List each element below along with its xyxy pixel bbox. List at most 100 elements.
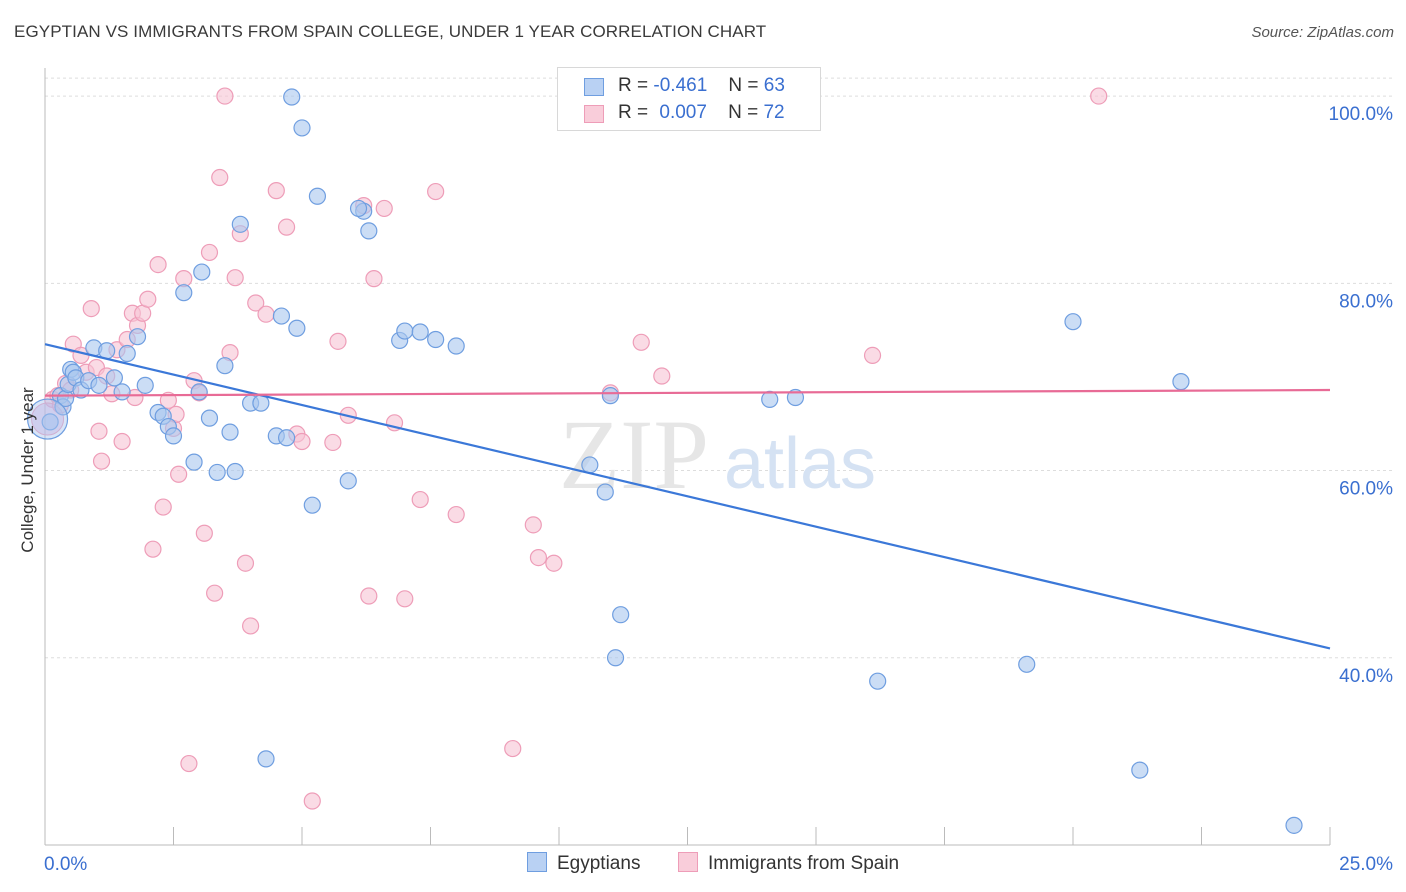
data-point-blue	[231, 215, 249, 233]
data-point-pink	[375, 199, 393, 218]
data-point-pink	[257, 305, 275, 323]
data-point-blue	[606, 649, 625, 667]
data-point-blue	[1285, 816, 1303, 834]
data-point-pink	[113, 432, 131, 451]
data-point-pink	[863, 346, 882, 364]
bottom-legend-spain: Immigrants from Spain	[678, 852, 899, 875]
data-point-blue	[1131, 761, 1149, 779]
data-point-pink	[365, 270, 383, 288]
data-point-pink	[293, 432, 311, 451]
watermark: ZIP atlas	[559, 399, 876, 510]
data-point-blue	[596, 483, 614, 501]
data-point-blue	[786, 388, 805, 407]
data-point-pink	[427, 182, 445, 201]
y-tick-labels: 100.0% 80.0% 60.0% 40.0%	[1329, 104, 1394, 687]
data-point-pink	[277, 218, 296, 236]
bottom-legend-label: Egyptians	[557, 853, 641, 874]
bottom-legend-label: Immigrants from Spain	[708, 853, 900, 874]
data-point-blue	[113, 383, 131, 401]
data-point-blue	[1172, 373, 1190, 391]
data-point-blue	[411, 323, 429, 341]
data-point-pink	[211, 168, 229, 187]
data-point-pink	[154, 498, 172, 516]
data-point-blue	[283, 88, 301, 106]
data-point-pink	[1090, 87, 1108, 105]
data-point-blue	[208, 463, 226, 482]
data-point-blue	[200, 409, 219, 427]
correlation-legend: R = -0.461 N = 63 R = 0.007 N = 72	[557, 67, 821, 131]
data-point-pink	[159, 391, 177, 409]
data-point-blue	[1018, 655, 1036, 673]
data-point-blue	[128, 328, 147, 346]
data-point-blue	[272, 307, 291, 325]
data-point-blue	[303, 496, 321, 514]
data-point-blue	[185, 453, 203, 471]
watermark-zip: ZIP	[559, 399, 709, 510]
data-point-pink	[396, 590, 414, 608]
data-point-blue	[221, 423, 239, 441]
data-point-blue	[136, 376, 154, 394]
data-point-blue	[190, 383, 208, 401]
x-tick-label: 0.0%	[44, 854, 87, 875]
data-point-pink	[504, 739, 522, 758]
data-point-pink	[524, 516, 542, 534]
data-point-pink	[545, 554, 563, 572]
data-point-blue	[581, 456, 599, 474]
data-point-blue	[601, 387, 620, 405]
watermark-atlas: atlas	[724, 424, 876, 504]
source-label: Source: ZipAtlas.com	[1251, 24, 1394, 41]
data-point-blue	[869, 672, 887, 690]
data-point-blue	[175, 284, 193, 302]
data-point-pink	[206, 584, 224, 602]
y-axis-label: College, Under 1 year	[18, 387, 37, 553]
data-point-blue	[41, 413, 59, 431]
data-point-pink	[200, 243, 219, 262]
data-point-pink	[226, 269, 244, 287]
data-point-pink	[242, 617, 260, 635]
x-tick-labels: 0.0% 25.0%	[44, 854, 1393, 875]
y-tick-label: 80.0%	[1339, 291, 1393, 312]
data-point-pink	[180, 754, 198, 773]
data-point-blue	[288, 319, 306, 337]
data-point-blue	[1064, 313, 1082, 331]
y-tick-label: 40.0%	[1339, 666, 1393, 687]
legend-r-label: R =	[618, 102, 649, 123]
data-point-pink	[236, 554, 255, 572]
trend-lines	[44, 343, 1331, 650]
data-point-blue	[447, 337, 465, 355]
legend-swatch-pink	[584, 105, 604, 123]
data-point-pink	[149, 255, 167, 274]
legend-r-label: R =	[618, 75, 649, 96]
data-point-pink	[529, 549, 548, 567]
data-point-pink	[82, 299, 100, 318]
bottom-legend-egyptians: Egyptians	[527, 852, 640, 875]
data-point-pink	[144, 540, 162, 558]
data-point-pink	[324, 433, 342, 452]
data-point-pink	[247, 294, 265, 312]
data-point-pink	[632, 333, 650, 351]
bottom-legend-swatch-blue	[527, 852, 547, 872]
legend-r-value: 0.007	[659, 102, 707, 123]
data-point-blue	[257, 750, 275, 768]
data-point-blue	[293, 119, 311, 137]
data-point-pink	[195, 524, 213, 542]
data-point-pink	[303, 792, 321, 810]
data-point-blue	[761, 390, 779, 408]
y-tick-label: 100.0%	[1329, 104, 1394, 125]
data-point-blue	[427, 330, 445, 349]
data-point-pink	[411, 490, 429, 509]
data-point-blue	[349, 199, 368, 218]
data-point-blue	[277, 429, 296, 447]
data-point-pink	[447, 505, 465, 524]
data-point-blue	[105, 369, 123, 387]
data-point-pink	[92, 452, 111, 470]
data-point-blue	[308, 187, 327, 205]
data-point-blue	[339, 472, 357, 490]
legend-n-label: N =	[728, 102, 759, 123]
legend-n-value: 72	[763, 102, 785, 123]
data-point-blue	[226, 462, 244, 481]
data-point-pink	[90, 422, 108, 440]
data-point-blue	[164, 427, 183, 445]
data-point-pink	[329, 332, 347, 350]
